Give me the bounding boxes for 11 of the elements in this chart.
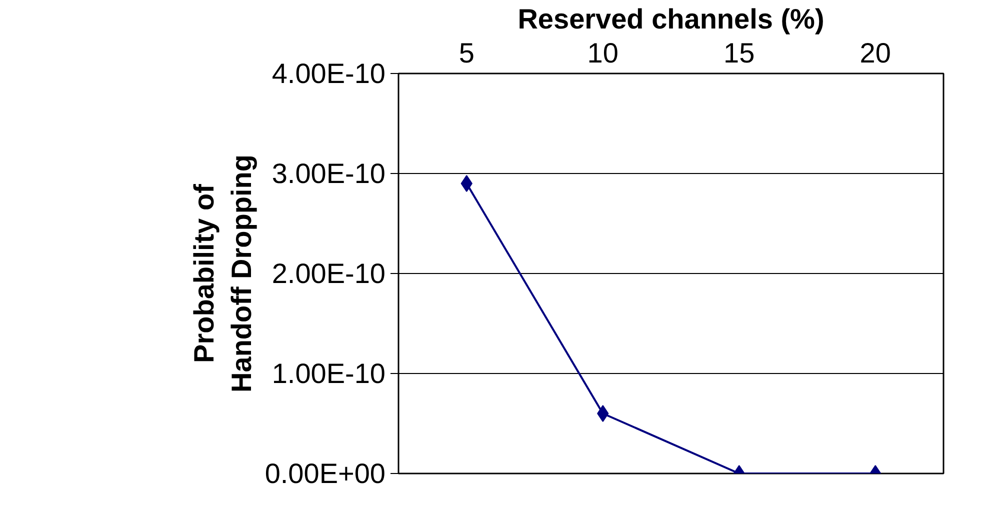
x-tick-label: 5	[458, 38, 474, 68]
x-tick-label: 20	[860, 38, 891, 68]
x-tick-label: 15	[724, 38, 755, 68]
x-tick-label: 10	[587, 38, 618, 68]
y-tick-label: 2.00E-10	[272, 258, 386, 289]
x-axis-title: Reserved channels (%)	[518, 4, 824, 34]
y-tick-label: 0.00E+00	[264, 458, 386, 489]
y-tick-label: 3.00E-10	[272, 158, 386, 189]
y-tick-label: 1.00E-10	[272, 358, 386, 389]
y-axis-title: Probability of Handoff Dropping	[188, 154, 257, 392]
y-tick-label: 4.00E-10	[272, 58, 386, 89]
